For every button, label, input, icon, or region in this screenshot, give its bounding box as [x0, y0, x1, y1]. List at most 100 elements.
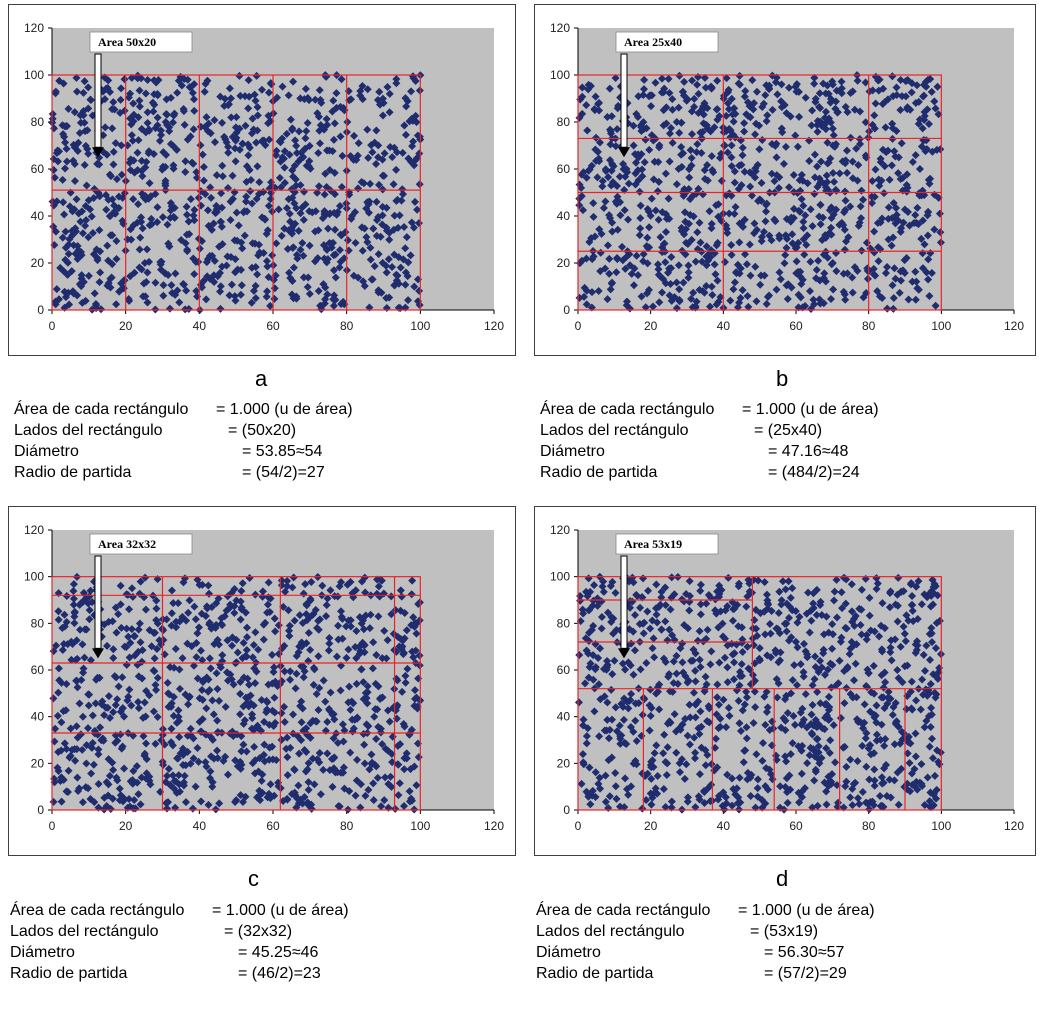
data-point [792, 80, 801, 89]
data-point [738, 222, 747, 231]
data-point [617, 699, 626, 708]
data-point [706, 660, 715, 669]
info-value: = 1.000 (u de área) [742, 401, 879, 418]
data-point [912, 218, 921, 227]
data-point [292, 141, 301, 150]
data-point [903, 749, 912, 758]
data-point [73, 773, 82, 782]
info-label: Radio de partida [540, 464, 658, 481]
data-point [319, 676, 328, 685]
data-point [400, 121, 409, 130]
data-point [643, 289, 652, 298]
data-point [186, 195, 195, 204]
data-point [832, 781, 841, 790]
data-point [151, 124, 160, 133]
data-point [372, 231, 381, 240]
data-point [785, 183, 794, 192]
chart-d-callout-label: Area 53x19 [624, 537, 682, 551]
data-point [848, 288, 857, 297]
data-point [213, 272, 222, 281]
data-point [380, 626, 389, 635]
data-point [401, 94, 410, 103]
data-point [338, 720, 347, 729]
data-point [51, 300, 60, 309]
data-point [148, 98, 157, 107]
data-point [824, 89, 833, 98]
chart-a-y-tick-label: 0 [37, 303, 44, 317]
data-point [67, 227, 76, 236]
data-point [181, 167, 190, 176]
data-point [712, 300, 721, 309]
data-point [374, 582, 383, 591]
info-row: Radio de partida = (54/2)=27 [14, 462, 494, 483]
data-point [809, 295, 818, 304]
data-point [137, 773, 146, 782]
data-point [601, 197, 610, 206]
data-point [247, 129, 256, 138]
data-point [858, 741, 867, 750]
data-point [409, 137, 418, 146]
data-point [76, 730, 85, 739]
data-point [307, 611, 316, 620]
data-point [893, 617, 902, 626]
data-point [575, 650, 584, 659]
data-point [710, 123, 719, 132]
data-point [329, 135, 338, 144]
data-point [683, 793, 692, 802]
data-point [829, 721, 838, 730]
data-point [173, 88, 182, 97]
data-point [206, 767, 215, 776]
data-point [359, 625, 368, 634]
data-point [808, 106, 817, 115]
data-point [254, 767, 263, 776]
data-point [862, 631, 871, 640]
data-point [130, 632, 139, 641]
data-point [198, 678, 207, 687]
data-point [279, 602, 288, 611]
data-point [607, 685, 616, 694]
data-point [911, 267, 920, 276]
data-point [307, 577, 316, 586]
data-point [891, 152, 900, 161]
data-point [129, 156, 138, 165]
data-point [632, 590, 641, 599]
chart-a-points [48, 71, 425, 314]
data-point [618, 256, 627, 265]
data-point [191, 615, 200, 624]
data-point [321, 169, 330, 178]
data-point [819, 250, 828, 259]
data-point [707, 760, 716, 769]
data-point [324, 646, 333, 655]
data-point [866, 707, 875, 716]
data-point [694, 89, 703, 98]
data-point [821, 107, 830, 116]
data-point [281, 587, 290, 596]
data-point [402, 626, 411, 635]
data-point [292, 250, 301, 259]
data-point [208, 782, 217, 791]
data-point [248, 653, 257, 662]
data-point [863, 274, 872, 283]
data-point [907, 704, 916, 713]
data-point [616, 802, 625, 811]
data-point [307, 804, 316, 813]
data-point [730, 278, 739, 287]
data-point [192, 287, 201, 296]
data-point [778, 128, 787, 137]
data-point [841, 295, 850, 304]
data-point [811, 652, 820, 661]
data-point [280, 717, 289, 726]
data-point [258, 587, 267, 596]
data-point [355, 613, 364, 622]
data-point [776, 782, 785, 791]
data-point [59, 79, 68, 88]
chart-a-y-tick-label: 20 [31, 256, 45, 270]
data-point [337, 182, 346, 191]
data-point [927, 629, 936, 638]
data-point [269, 667, 278, 676]
chart-d-x-tick-label: 100 [931, 819, 951, 833]
panel-letter-d: d [776, 866, 789, 891]
chart-b-x-tick-label: 40 [717, 319, 731, 333]
data-point [134, 647, 143, 656]
data-point [668, 687, 677, 696]
